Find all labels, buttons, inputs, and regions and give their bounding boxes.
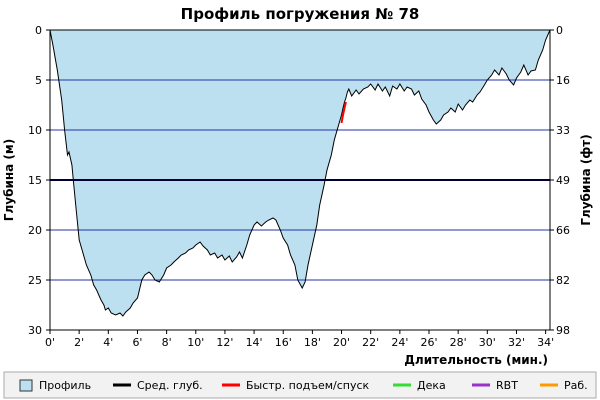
y-axis-title-left: Глубина (м) (2, 139, 16, 221)
y-tick-label-left: 15 (28, 174, 42, 187)
y-tick-label-right: 33 (556, 124, 570, 137)
x-tick-label: 2' (74, 336, 84, 349)
legend-label: Дека (417, 379, 446, 392)
y-tick-label-left: 5 (35, 74, 42, 87)
y-tick-label-right: 82 (556, 274, 570, 287)
x-tick-label: 6' (132, 336, 142, 349)
fast-ascent-segment (340, 101, 347, 124)
x-tick-label: 12' (216, 336, 233, 349)
legend-label: RBT (496, 379, 518, 392)
x-tick-label: 10' (187, 336, 204, 349)
y-tick-label-right: 66 (556, 224, 570, 237)
legend-swatch-profile-area (19, 379, 33, 392)
profile-line (49, 29, 551, 317)
x-tick-label: 8' (162, 336, 172, 349)
y-tick-label-left: 20 (28, 224, 42, 237)
x-tick-label: 26' (420, 336, 437, 349)
legend-label: Раб. (564, 379, 588, 392)
y-axis-title-right: Глубина (фт) (579, 134, 593, 225)
x-tick-label: 14' (246, 336, 263, 349)
legend-label: Сред. глуб. (137, 379, 203, 392)
x-tick-label: 4' (103, 336, 113, 349)
y-tick-label-left: 0 (35, 24, 42, 37)
x-tick-label: 22' (362, 336, 379, 349)
legend-label: Профиль (39, 379, 91, 392)
x-tick-label: 32' (508, 336, 525, 349)
legend-label: Быстр. подъем/спуск (246, 379, 370, 392)
chart-title: Профиль погружения № 78 (181, 5, 420, 23)
x-tick-label: 34' (537, 336, 554, 349)
legend-box (3, 371, 597, 399)
y-tick-label-right: 49 (556, 174, 570, 187)
legend: Профиль Сред. глуб. Быстр. подъем/спуск Дек… (3, 371, 597, 399)
plot-area: 0' 2' 4' 6' 8' 10' 12' 14' 16' 18' 20' 22' 24' 26' 28'… (28, 24, 570, 349)
y-tick-label-right: 0 (556, 24, 563, 37)
y-tick-label-right: 98 (556, 324, 570, 337)
x-tick-label: 16' (275, 336, 292, 349)
x-tick-label: 30' (479, 336, 496, 349)
x-axis-title: Длительность (мин.) (404, 353, 548, 367)
profile-area (50, 30, 550, 316)
y-tick-label-right: 16 (556, 74, 570, 87)
x-tick-label: 18' (304, 336, 321, 349)
x-tick-label: 28' (450, 336, 467, 349)
x-tick-label: 20' (333, 336, 350, 349)
y-tick-label-left: 10 (28, 124, 42, 137)
x-tick-label: 0' (45, 336, 55, 349)
x-tick-label: 24' (391, 336, 408, 349)
y-tick-label-left: 30 (28, 324, 42, 337)
y-tick-label-left: 25 (28, 274, 42, 287)
